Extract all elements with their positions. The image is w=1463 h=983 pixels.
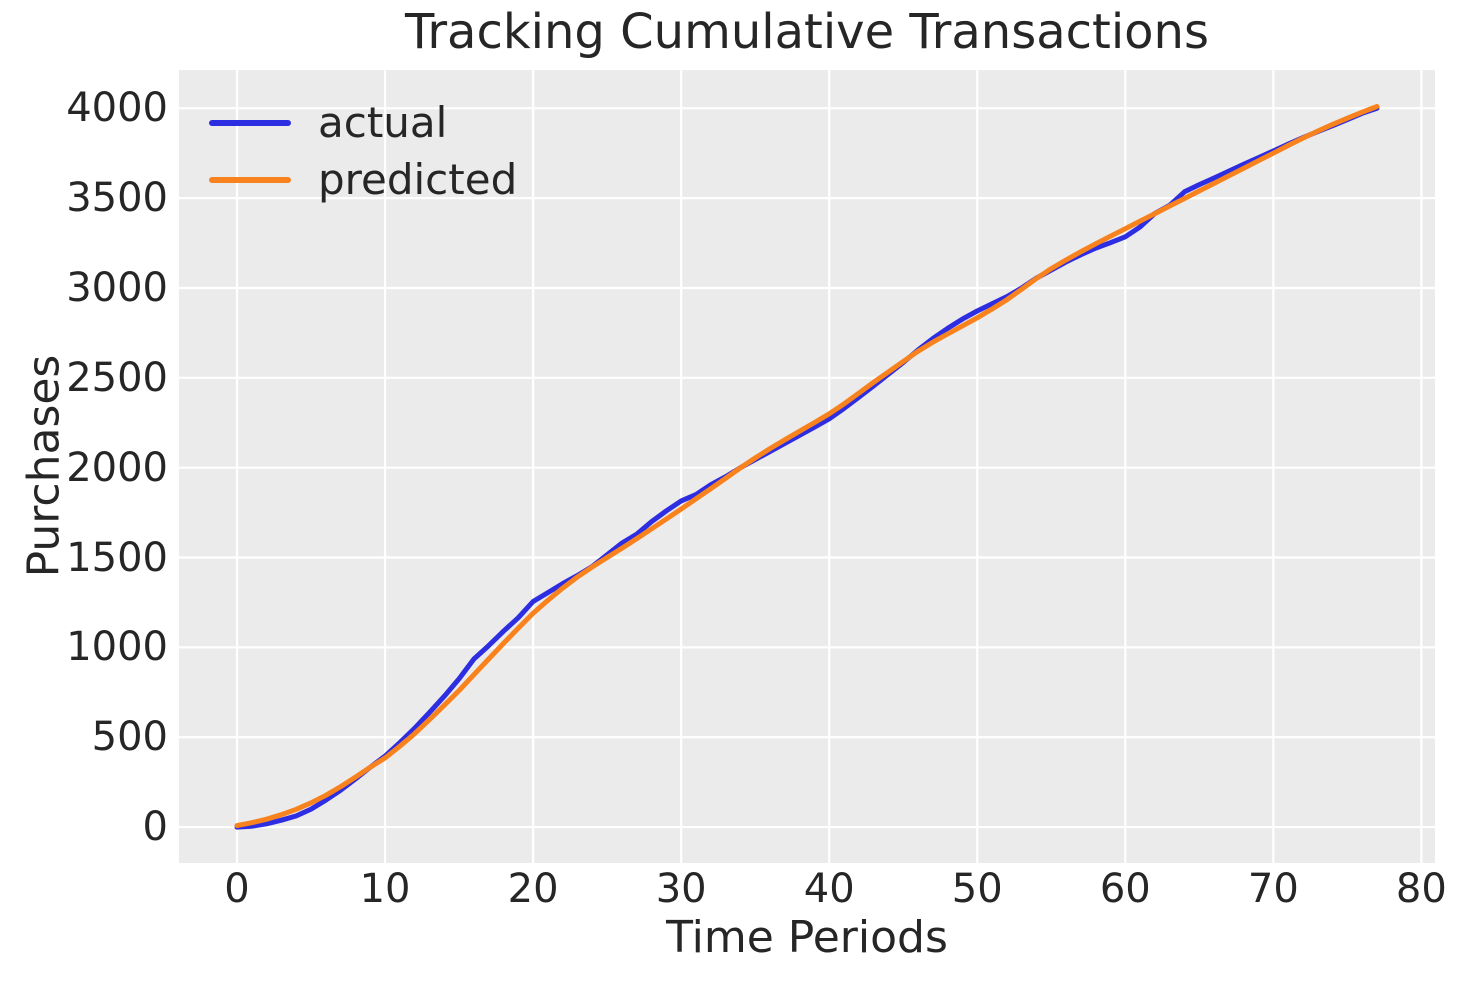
- y-axis-label: Purchases: [18, 354, 70, 578]
- legend-item-actual: actual: [209, 94, 517, 151]
- series-line-actual: [234, 105, 1380, 830]
- y-tick-label: 500: [91, 714, 168, 761]
- y-tick-label: 2500: [66, 354, 168, 401]
- y-tick-label: 3000: [66, 264, 168, 311]
- y-tick-label: 3500: [66, 175, 168, 222]
- y-tick-label: 2000: [66, 444, 168, 491]
- y-tick-label: 4000: [66, 85, 168, 132]
- y-tick-label: 1500: [66, 534, 168, 581]
- x-tick-label: 40: [803, 866, 855, 912]
- x-axis-label: Time Periods: [666, 912, 948, 963]
- x-tick-label: 30: [655, 866, 707, 912]
- gridlines: [179, 70, 1435, 863]
- x-tick-label: 20: [507, 866, 559, 912]
- x-tick-label: 60: [1099, 866, 1151, 912]
- plot-area: actual predicted: [179, 70, 1435, 863]
- series-lines: [234, 104, 1380, 830]
- x-tick-label: 80: [1395, 866, 1447, 912]
- x-tick-label: 10: [359, 866, 411, 912]
- legend-label-predicted: predicted: [318, 154, 518, 204]
- legend-swatch-actual: [209, 119, 291, 126]
- series-line-predicted: [234, 104, 1380, 829]
- legend: actual predicted: [209, 94, 517, 208]
- legend-swatch-predicted: [209, 176, 291, 183]
- chart-title: Tracking Cumulative Transactions: [405, 4, 1209, 60]
- legend-item-predicted: predicted: [209, 151, 517, 208]
- chart-canvas: [179, 70, 1435, 863]
- x-tick-label: 70: [1247, 866, 1299, 912]
- x-tick-label: 0: [224, 866, 250, 912]
- legend-label-actual: actual: [318, 97, 448, 147]
- x-tick-label: 50: [951, 866, 1003, 912]
- y-tick-label: 1000: [66, 624, 168, 671]
- y-tick-label: 0: [142, 804, 168, 851]
